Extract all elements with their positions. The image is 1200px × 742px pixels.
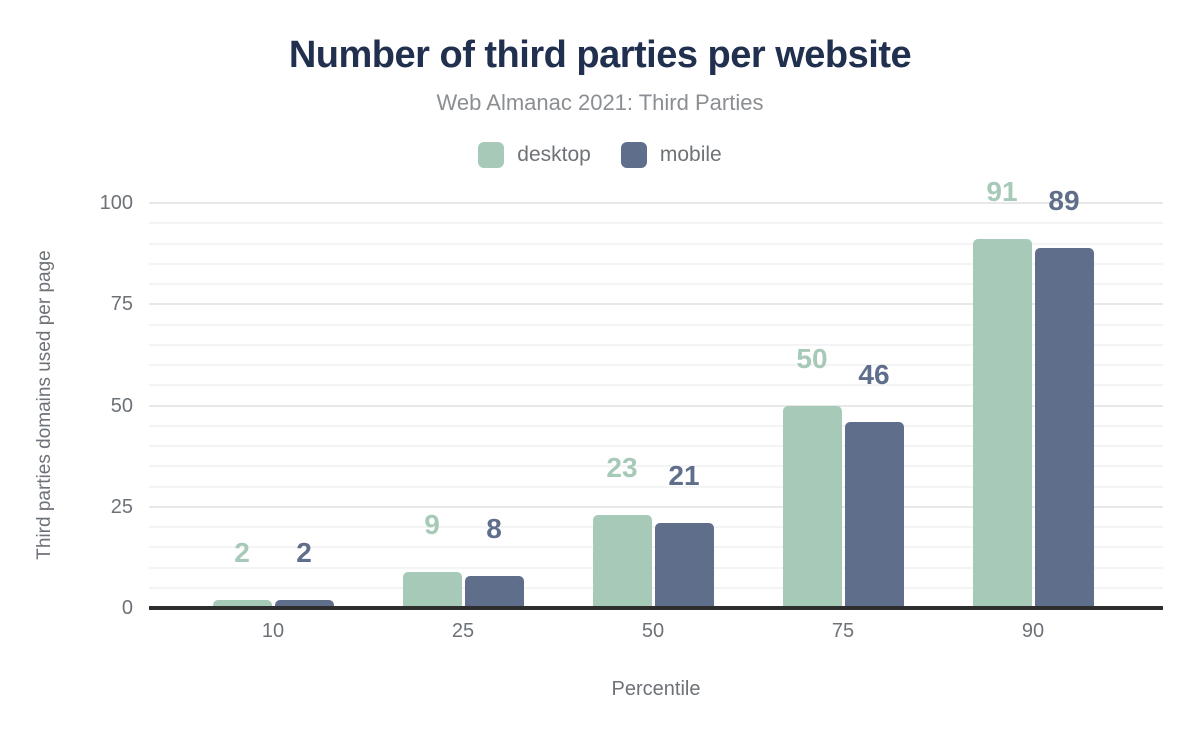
value-label-desktop-p90: 91	[986, 176, 1018, 208]
legend-label: mobile	[659, 143, 722, 166]
x-tick-label: 25	[451, 620, 475, 642]
legend-swatch-desktop	[478, 142, 505, 168]
gridline-major	[149, 505, 1163, 508]
x-tick-label: 90	[1021, 620, 1045, 642]
x-tick-label: 75	[831, 620, 855, 642]
bar-mobile-p90[interactable]	[1034, 247, 1094, 608]
value-label-desktop-p10: 2	[234, 536, 250, 568]
legend-label: desktop	[517, 143, 591, 166]
y-tick-label: 25	[110, 495, 133, 518]
gridline-minor	[149, 445, 1163, 447]
bar-desktop-p25[interactable]	[402, 571, 462, 608]
value-label-mobile-p50: 21	[668, 459, 700, 491]
value-label-desktop-p75: 50	[796, 342, 828, 374]
value-label-desktop-p25: 9	[424, 508, 440, 540]
y-tick-label: 100	[99, 192, 133, 214]
bar-desktop-p75[interactable]	[782, 405, 842, 608]
value-label-mobile-p10: 2	[296, 536, 312, 568]
chart-title: Number of third parties per website	[288, 34, 912, 76]
bar-desktop-p10[interactable]	[212, 599, 272, 608]
gridline-minor	[149, 364, 1163, 366]
y-tick-label: 0	[121, 597, 133, 619]
plot-area: 2 2 9 8 23 21 50 46 91 89	[149, 178, 1163, 610]
bar-mobile-p10[interactable]	[274, 599, 334, 608]
x-tick-label: 50	[641, 620, 665, 642]
legend-item-mobile[interactable]: mobile	[620, 142, 722, 168]
gridline-minor	[149, 323, 1163, 326]
gridline-minor	[149, 262, 1163, 265]
value-label-mobile-p25: 8	[486, 512, 502, 544]
gridline-minor	[149, 465, 1163, 468]
gridline-minor	[149, 222, 1163, 225]
x-axis-title: Percentile	[611, 678, 701, 700]
y-tick-label: 50	[110, 394, 133, 417]
gridline-minor	[149, 384, 1163, 387]
gridline-major	[149, 303, 1163, 306]
bar-mobile-p75[interactable]	[844, 421, 904, 608]
gridline-major	[149, 404, 1163, 407]
gridline-minor	[149, 485, 1163, 488]
gridline-minor	[149, 424, 1163, 427]
chart-subtitle: Web Almanac 2021: Third Parties	[436, 90, 764, 115]
gridline-minor	[149, 283, 1163, 285]
x-tick-label: 10	[261, 620, 285, 642]
bar-desktop-p90[interactable]	[972, 239, 1032, 608]
value-label-desktop-p50: 23	[606, 451, 638, 483]
gridline-minor	[149, 343, 1163, 346]
gridline-minor	[149, 242, 1163, 245]
bar-desktop-p50[interactable]	[592, 514, 652, 608]
y-tick-label: 75	[110, 293, 133, 316]
x-axis-line	[149, 606, 1163, 610]
gridline-major	[149, 202, 1163, 204]
legend-item-desktop[interactable]: desktop	[478, 142, 591, 168]
bar-mobile-p50[interactable]	[654, 522, 714, 608]
legend: desktop mobile	[0, 142, 1200, 168]
legend-swatch-mobile	[620, 142, 647, 168]
value-label-mobile-p75: 46	[858, 358, 890, 390]
value-label-mobile-p90: 89	[1048, 184, 1080, 216]
bar-mobile-p25[interactable]	[464, 575, 524, 608]
